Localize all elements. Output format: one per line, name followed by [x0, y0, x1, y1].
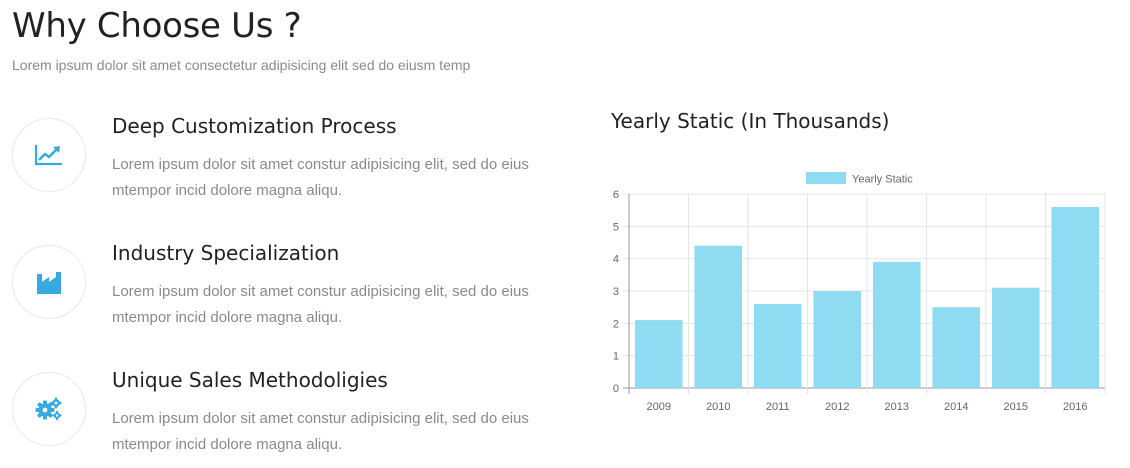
bar-2016: [1051, 206, 1100, 388]
x-tick-label: 2010: [706, 401, 730, 413]
page-title: Why Choose Us ?: [12, 6, 302, 46]
feature-text: Lorem ipsum dolor sit amet constur adipi…: [112, 283, 529, 326]
x-tick-label: 2014: [944, 401, 968, 413]
y-tick-label: 3: [613, 286, 619, 298]
factory-icon: [37, 272, 61, 294]
bar-chart: 0 1 2 3 4 5 6 2009 2010 2011 2012 2013 2014 2015 2016 Y…: [613, 172, 1106, 413]
y-tick-label: 6: [613, 189, 619, 201]
bar-2009: [634, 320, 683, 388]
bar-2015: [991, 287, 1040, 388]
feature-title: Industry Specialization: [112, 241, 340, 265]
bar-2011: [753, 303, 802, 388]
x-tick-label: 2016: [1063, 401, 1087, 413]
feature-text: Lorem ipsum dolor sit amet constur adipi…: [112, 156, 529, 199]
x-tick-label: 2009: [647, 401, 671, 413]
y-tick-label: 2: [613, 318, 619, 330]
x-tick-label: 2012: [825, 401, 849, 413]
y-tick-label: 0: [613, 383, 619, 395]
chart-heading: Yearly Static (In Thousands): [611, 109, 890, 133]
page-subtitle: Lorem ipsum dolor sit amet consectetur a…: [12, 57, 471, 73]
gears-icon: [35, 397, 62, 421]
x-tick-label: 2011: [766, 401, 790, 413]
bar-2012: [813, 291, 862, 388]
feature-title: Unique Sales Methodoligies: [112, 368, 388, 392]
feature-icon-circle: [12, 372, 86, 446]
legend-label: Yearly Static: [852, 174, 913, 186]
x-tick-label: 2015: [1004, 401, 1028, 413]
bar-2010: [694, 245, 743, 388]
feature-icon-circle: [12, 245, 86, 319]
x-tick-label: 2013: [885, 401, 909, 413]
bar-2013: [872, 261, 921, 388]
trending-up-icon: [34, 145, 62, 166]
y-tick-label: 5: [613, 221, 619, 233]
y-tick-label: 4: [613, 254, 619, 266]
feature-icon-circle: [12, 118, 86, 192]
feature-title: Deep Customization Process: [112, 114, 397, 138]
y-tick-label: 1: [613, 351, 619, 363]
legend-swatch: [806, 172, 846, 184]
feature-text: Lorem ipsum dolor sit amet constur adipi…: [112, 410, 529, 453]
bar-2014: [932, 307, 981, 388]
